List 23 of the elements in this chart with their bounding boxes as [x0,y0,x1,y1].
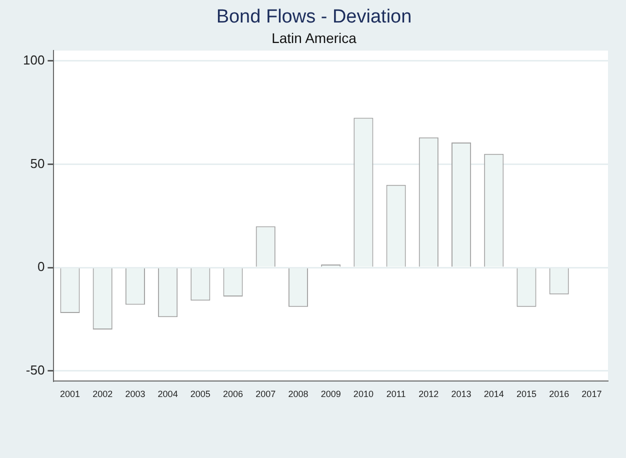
x-tick-label: 2007 [256,389,276,400]
y-tick-label: 50 [30,156,45,171]
x-tick-label: 2001 [60,389,80,400]
x-tick-label: 2009 [320,389,341,400]
x-tick-label: 2010 [353,389,374,400]
x-tick-label: 2003 [125,389,146,400]
x-tick-label: 2002 [92,389,113,400]
y-tick-label: 100 [22,52,45,68]
y-tick-label: -50 [26,362,45,378]
x-tick-label: 2006 [223,389,244,400]
x-tick-label: 2011 [386,389,406,400]
y-tick-label: 0 [37,259,45,274]
chart-title: Bond Flows - Deviation [216,6,412,28]
x-tick-label: 2016 [549,389,570,400]
x-tick-label: 2014 [484,389,504,400]
x-tick-label: 2017 [582,389,602,400]
x-tick-label: 2012 [418,389,439,400]
x-tick-label: 2004 [158,389,178,400]
x-tick-label: 2015 [516,389,536,400]
x-tick-label: 2005 [190,389,210,400]
chart-subtitle: Latin America [272,30,357,46]
x-tick-label: 2008 [288,389,308,400]
x-tick-label: 2013 [451,389,472,400]
